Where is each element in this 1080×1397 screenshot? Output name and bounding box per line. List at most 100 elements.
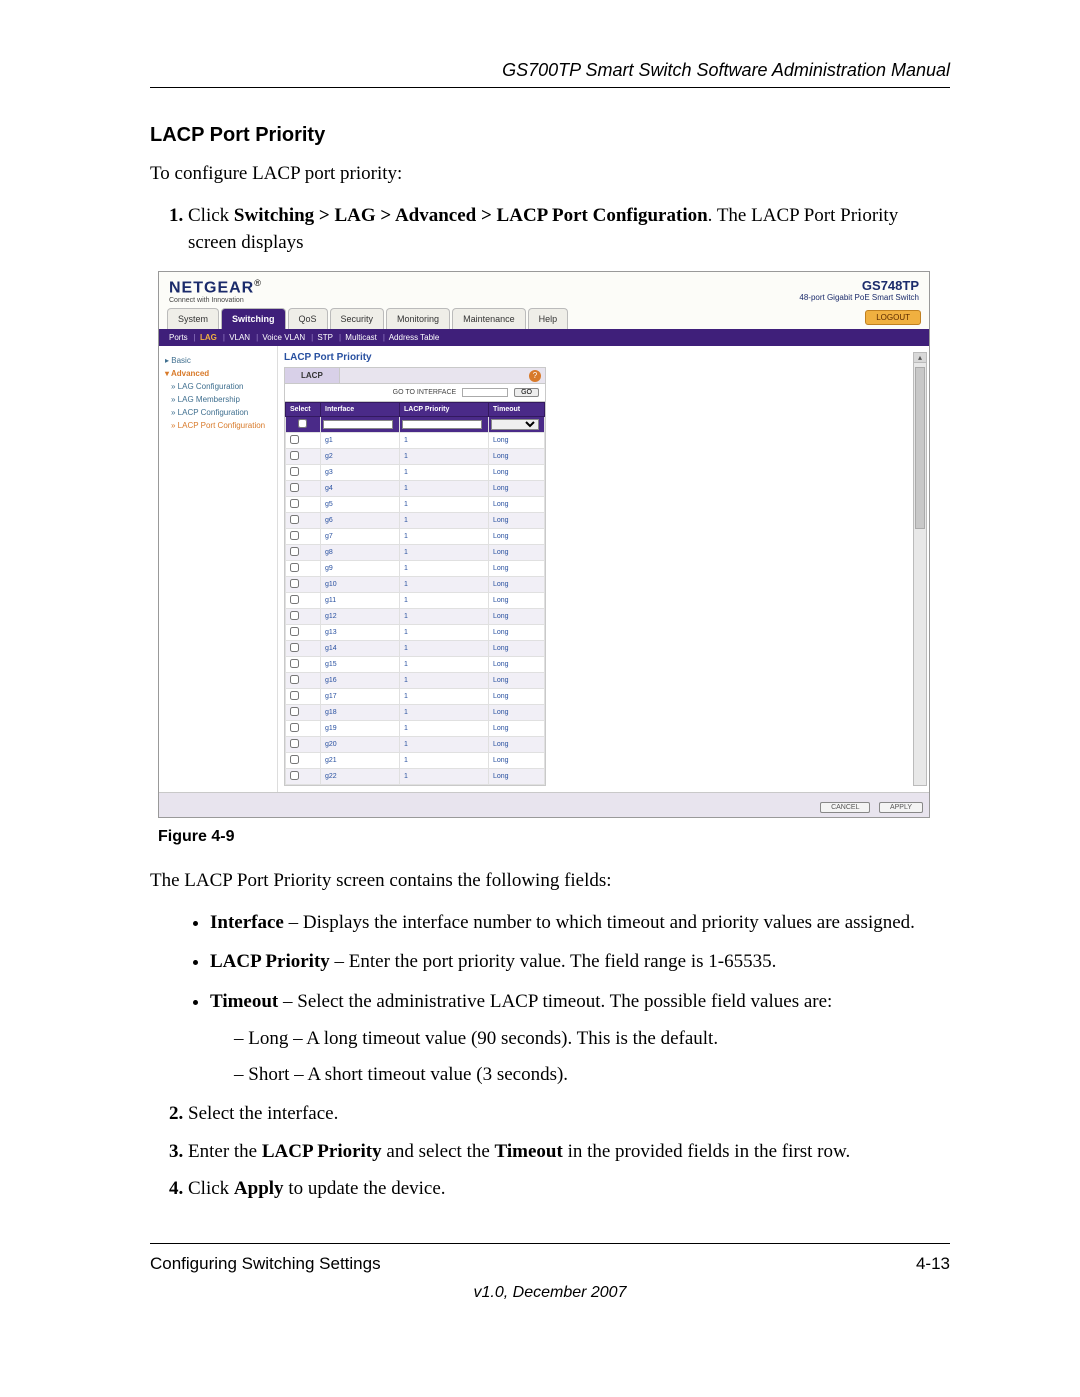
row-checkbox[interactable] — [290, 659, 299, 668]
tab-switching[interactable]: Switching — [221, 308, 286, 329]
table-row: g141Long — [286, 641, 545, 657]
cancel-button[interactable]: CANCEL — [820, 802, 870, 813]
row-checkbox[interactable] — [290, 467, 299, 476]
row-checkbox[interactable] — [290, 451, 299, 460]
apply-button[interactable]: APPLY — [879, 802, 923, 813]
row-checkbox[interactable] — [290, 755, 299, 764]
timeout-long: Long – A long timeout value (90 seconds)… — [234, 1025, 950, 1053]
cell-interface: g16 — [321, 673, 400, 689]
logout-button[interactable]: LOGOUT — [865, 310, 921, 325]
subnav-voice-vlan[interactable]: Voice VLAN — [262, 333, 305, 342]
subnav-lag[interactable]: LAG — [200, 333, 217, 342]
row-checkbox[interactable] — [290, 771, 299, 780]
cell-timeout: Long — [489, 465, 545, 481]
table-row: g211Long — [286, 753, 545, 769]
row-checkbox[interactable] — [290, 515, 299, 524]
scrollbar[interactable] — [913, 352, 927, 786]
goto-button[interactable]: GO — [514, 388, 539, 397]
row-checkbox[interactable] — [290, 739, 299, 748]
sub-nav: Ports| LAG| VLAN| Voice VLAN| STP| Multi… — [159, 329, 929, 346]
subnav-address-table[interactable]: Address Table — [389, 333, 440, 342]
field1-desc: – Displays the interface number to which… — [284, 912, 915, 933]
cell-priority: 1 — [400, 641, 489, 657]
table-input-row — [286, 417, 545, 433]
intro-text: To configure LACP port priority: — [150, 161, 950, 188]
step3-b: LACP Priority — [262, 1141, 382, 1162]
cell-timeout: Long — [489, 641, 545, 657]
cell-interface: g8 — [321, 545, 400, 561]
subnav-stp[interactable]: STP — [317, 333, 333, 342]
table-row: g181Long — [286, 705, 545, 721]
row-checkbox[interactable] — [290, 691, 299, 700]
cell-priority: 1 — [400, 433, 489, 449]
step3-a: Enter the — [188, 1141, 262, 1162]
row-checkbox[interactable] — [290, 707, 299, 716]
row-checkbox[interactable] — [290, 595, 299, 604]
step3-e: in the provided fields in the first row. — [563, 1141, 850, 1162]
table-row: g21Long — [286, 449, 545, 465]
tab-system[interactable]: System — [167, 308, 219, 329]
goto-input[interactable] — [462, 388, 508, 397]
field3-desc: – Select the administrative LACP timeout… — [278, 991, 832, 1012]
side-lacp-port-config[interactable]: » LACP Port Configuration — [163, 419, 273, 432]
field2-desc: – Enter the port priority value. The fie… — [330, 951, 777, 972]
side-advanced[interactable]: ▾ Advanced — [163, 367, 273, 380]
cell-timeout: Long — [489, 497, 545, 513]
col-priority: LACP Priority — [400, 403, 489, 417]
cell-timeout: Long — [489, 657, 545, 673]
subnav-multicast[interactable]: Multicast — [345, 333, 377, 342]
cell-timeout: Long — [489, 561, 545, 577]
subnav-ports[interactable]: Ports — [169, 333, 188, 342]
side-lag-membership[interactable]: » LAG Membership — [163, 393, 273, 406]
tab-qos[interactable]: QoS — [288, 308, 328, 329]
filter-priority-input[interactable] — [402, 420, 482, 429]
row-checkbox[interactable] — [290, 723, 299, 732]
row-checkbox[interactable] — [290, 531, 299, 540]
tab-monitoring[interactable]: Monitoring — [386, 308, 450, 329]
cell-timeout: Long — [489, 449, 545, 465]
cell-timeout: Long — [489, 753, 545, 769]
cell-interface: g2 — [321, 449, 400, 465]
tab-help[interactable]: Help — [528, 308, 569, 329]
goto-label: GO TO INTERFACE — [393, 389, 457, 396]
row-checkbox[interactable] — [290, 627, 299, 636]
screenshot-header: NETGEAR® Connect with Innovation GS748TP… — [159, 272, 929, 308]
panel-tab-lacp[interactable]: LACP — [285, 368, 340, 383]
row-checkbox[interactable] — [290, 579, 299, 588]
cell-interface: g12 — [321, 609, 400, 625]
model-desc: 48-port Gigabit PoE Smart Switch — [799, 293, 919, 302]
row-checkbox[interactable] — [290, 499, 299, 508]
tab-maintenance[interactable]: Maintenance — [452, 308, 526, 329]
row-checkbox[interactable] — [290, 435, 299, 444]
cell-priority: 1 — [400, 497, 489, 513]
cell-priority: 1 — [400, 545, 489, 561]
col-select: Select — [286, 403, 321, 417]
scrollbar-thumb[interactable] — [915, 367, 925, 529]
row-checkbox[interactable] — [290, 563, 299, 572]
cell-priority: 1 — [400, 561, 489, 577]
side-basic[interactable]: ▸ Basic — [163, 354, 273, 367]
screenshot-body: ▸ Basic ▾ Advanced » LAG Configuration »… — [159, 346, 929, 792]
cell-timeout: Long — [489, 577, 545, 593]
help-icon[interactable]: ? — [529, 370, 541, 382]
row-checkbox[interactable] — [290, 547, 299, 556]
table-row: g111Long — [286, 593, 545, 609]
filter-timeout-select[interactable] — [491, 419, 539, 430]
tab-security[interactable]: Security — [330, 308, 385, 329]
row-checkbox[interactable] — [290, 483, 299, 492]
side-lag-config[interactable]: » LAG Configuration — [163, 380, 273, 393]
row-checkbox[interactable] — [290, 643, 299, 652]
cell-interface: g5 — [321, 497, 400, 513]
cell-interface: g19 — [321, 721, 400, 737]
cell-interface: g11 — [321, 593, 400, 609]
model-number: GS748TP — [799, 278, 919, 293]
row-checkbox[interactable] — [290, 675, 299, 684]
side-lacp-config[interactable]: » LACP Configuration — [163, 406, 273, 419]
row-checkbox[interactable] — [290, 611, 299, 620]
lacp-table: Select Interface LACP Priority Timeout — [285, 402, 545, 785]
select-all-checkbox[interactable] — [288, 419, 317, 428]
cell-priority: 1 — [400, 449, 489, 465]
subnav-vlan[interactable]: VLAN — [229, 333, 250, 342]
table-row: g191Long — [286, 721, 545, 737]
filter-interface-input[interactable] — [323, 420, 393, 429]
